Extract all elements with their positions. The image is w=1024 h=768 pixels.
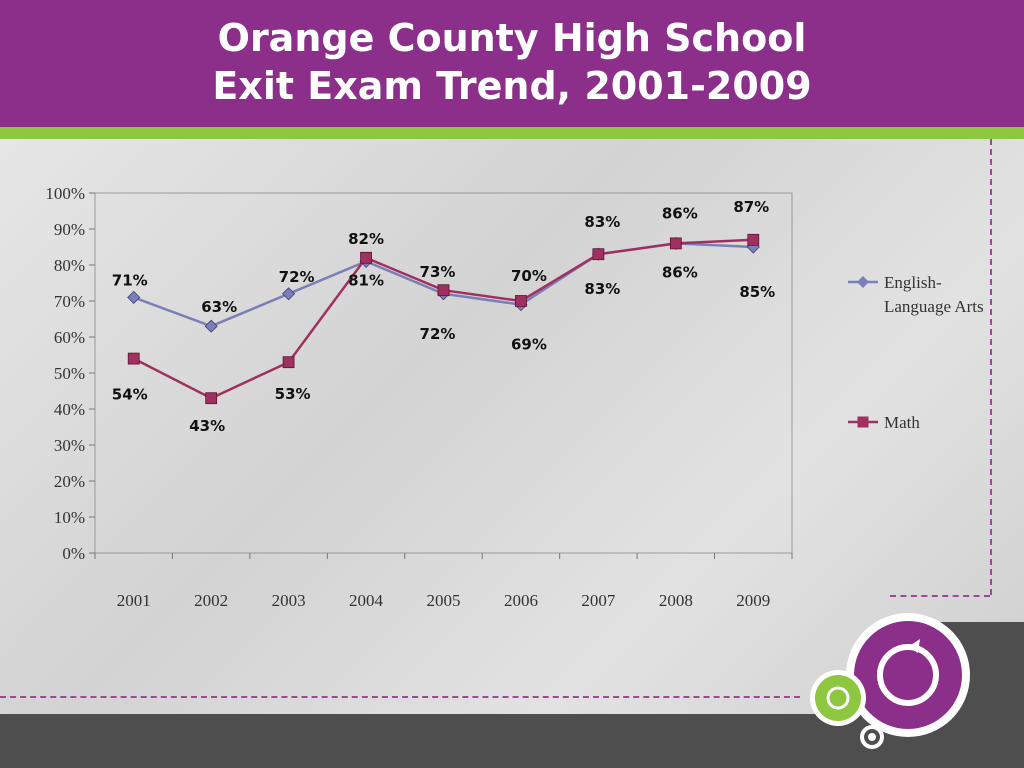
legend-marker-ela <box>857 276 869 288</box>
dashed-divider-right <box>990 139 992 595</box>
x-tick-label: 2001 <box>117 591 151 610</box>
math-data-label: 54% <box>112 386 148 404</box>
ela-data-label: 85% <box>739 283 775 301</box>
y-tick-label: 60% <box>54 328 85 347</box>
x-tick-label: 2002 <box>194 591 228 610</box>
math-data-label: 70% <box>511 267 547 285</box>
title-line-2: Exit Exam Trend, 2001-2009 <box>212 64 812 108</box>
x-tick-label: 2005 <box>427 591 461 610</box>
ela-data-label: 86% <box>662 263 698 281</box>
math-data-label: 43% <box>189 417 225 435</box>
ela-data-label: 72% <box>279 268 315 286</box>
math-point <box>360 251 372 264</box>
gear-icon-tiny <box>860 725 884 749</box>
x-tick-label: 2007 <box>581 591 616 610</box>
y-tick-label: 40% <box>54 400 85 419</box>
chart-legend: English-Language Arts Math <box>848 273 984 432</box>
math-point <box>282 356 295 369</box>
footer-bar <box>0 714 1024 768</box>
math-point <box>437 284 450 297</box>
math-data-label: 83% <box>584 280 620 298</box>
ela-data-label: 81% <box>348 271 384 289</box>
y-tick-label: 70% <box>54 292 85 311</box>
math-point <box>747 233 760 246</box>
math-point <box>515 295 527 307</box>
y-tick-label: 10% <box>54 508 85 527</box>
slide-title: Orange County High School Exit Exam Tren… <box>0 14 1024 110</box>
dashed-divider-corner <box>890 595 990 597</box>
gear-icon-large <box>846 613 970 737</box>
gear-icon-small <box>810 670 866 726</box>
x-tick-label: 2006 <box>504 591 538 610</box>
y-tick-label: 0% <box>62 544 85 563</box>
ela-data-label: 83% <box>584 213 620 231</box>
x-tick-label: 2004 <box>349 591 384 610</box>
ela-point <box>282 287 296 301</box>
ela-data-label: 72% <box>420 325 456 343</box>
plot-area <box>94 192 793 554</box>
legend-marker-math <box>857 416 869 428</box>
ela-point <box>204 319 218 333</box>
math-data-label: 87% <box>733 198 769 216</box>
x-tick-label: 2009 <box>736 591 770 610</box>
math-point <box>205 392 218 405</box>
dashed-divider-bottom <box>0 696 800 698</box>
ela-data-label: 63% <box>201 298 237 316</box>
ela-point <box>127 290 141 304</box>
math-data-label: 86% <box>662 204 698 222</box>
y-tick-label: 50% <box>54 364 85 383</box>
math-data-label: 82% <box>348 230 384 248</box>
x-tick-label: 2008 <box>659 591 693 610</box>
legend-label-ela: English-Language Arts <box>884 273 984 316</box>
math-point <box>592 248 605 261</box>
title-line-1: Orange County High School <box>217 16 807 60</box>
header-bar <box>0 0 1024 127</box>
math-point <box>669 237 682 250</box>
math-point <box>127 352 140 365</box>
y-tick-label: 100% <box>45 184 85 203</box>
ela-data-label: 69% <box>511 336 547 354</box>
y-tick-label: 30% <box>54 436 85 455</box>
slide-background <box>0 139 1024 714</box>
y-tick-label: 90% <box>54 220 85 239</box>
math-data-label: 73% <box>420 263 456 281</box>
math-data-label: 53% <box>275 385 311 403</box>
header-accent-stripe <box>0 127 1024 139</box>
legend-label-math: Math <box>884 413 920 432</box>
y-tick-label: 80% <box>54 256 85 275</box>
x-tick-label: 2003 <box>272 591 306 610</box>
y-tick-label: 20% <box>54 472 85 491</box>
ela-data-label: 71% <box>112 271 148 289</box>
